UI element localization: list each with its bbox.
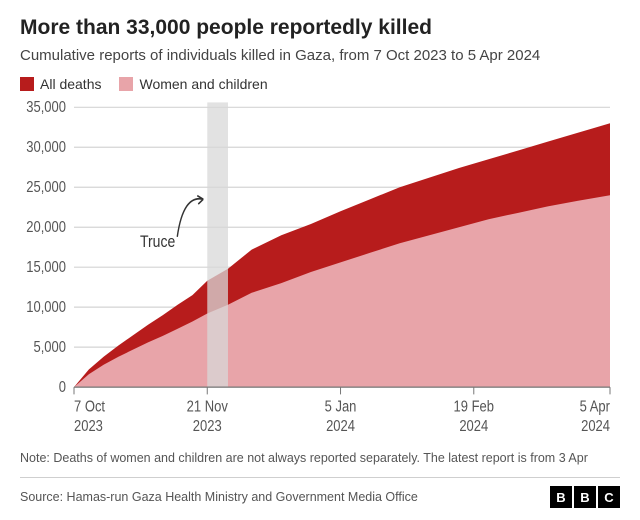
legend-swatch (119, 77, 133, 91)
chart-note: Note: Deaths of women and children are n… (20, 450, 620, 467)
svg-text:25,000: 25,000 (26, 178, 66, 195)
svg-text:20,000: 20,000 (26, 218, 66, 235)
bbc-logo-letter: B (574, 486, 596, 508)
legend-label: All deaths (40, 76, 101, 92)
svg-text:10,000: 10,000 (26, 298, 66, 315)
svg-text:30,000: 30,000 (26, 139, 66, 156)
svg-text:15,000: 15,000 (26, 258, 66, 275)
chart-title: More than 33,000 people reportedly kille… (20, 16, 620, 40)
svg-text:2023: 2023 (193, 417, 222, 434)
legend: All deaths Women and children (20, 76, 620, 92)
svg-text:0: 0 (59, 378, 66, 395)
area-chart: 0 5,000 10,000 15,000 20,000 25,000 30,000 35,0… (20, 100, 620, 441)
svg-text:5,000: 5,000 (33, 338, 66, 355)
svg-text:Truce: Truce (140, 232, 175, 251)
footer: Source: Hamas-run Gaza Health Ministry a… (20, 477, 620, 508)
bbc-logo-letter: C (598, 486, 620, 508)
svg-text:21 Nov: 21 Nov (187, 398, 229, 415)
bbc-logo-letter: B (550, 486, 572, 508)
svg-text:35,000: 35,000 (26, 100, 66, 117)
svg-text:7 Oct: 7 Oct (74, 398, 105, 415)
bbc-logo: B B C (550, 486, 620, 508)
legend-item-all-deaths: All deaths (20, 76, 101, 92)
legend-label: Women and children (139, 76, 267, 92)
legend-item-women-children: Women and children (119, 76, 267, 92)
legend-swatch (20, 77, 34, 91)
source-text: Source: Hamas-run Gaza Health Ministry a… (20, 490, 418, 504)
svg-text:2024: 2024 (581, 417, 610, 434)
svg-text:19 Feb: 19 Feb (454, 398, 494, 415)
svg-text:5 Jan: 5 Jan (325, 398, 357, 415)
chart-subtitle: Cumulative reports of individuals killed… (20, 46, 620, 66)
svg-text:2024: 2024 (459, 417, 488, 434)
svg-text:2023: 2023 (74, 417, 103, 434)
svg-text:5 Apr: 5 Apr (580, 398, 611, 415)
svg-text:2024: 2024 (326, 417, 355, 434)
